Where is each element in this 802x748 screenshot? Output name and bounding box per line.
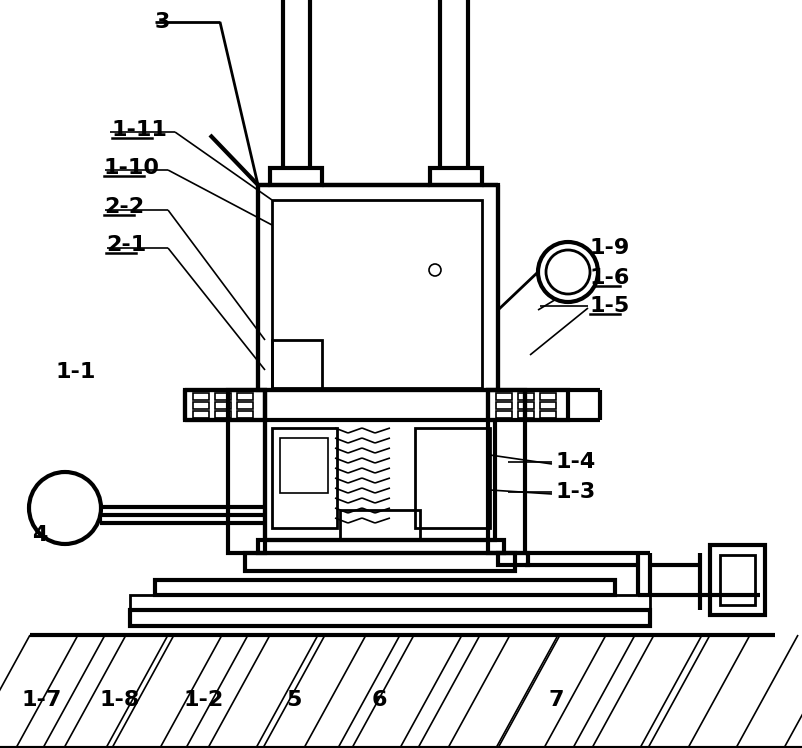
Text: 1-4: 1-4 [555, 452, 595, 472]
Text: 1-11: 1-11 [112, 120, 168, 140]
Bar [193, 393, 209, 400]
Bar [720, 555, 755, 605]
Bar [193, 411, 209, 418]
Bar [272, 428, 337, 528]
Bar [430, 168, 482, 185]
Text: 2-1: 2-1 [106, 235, 146, 255]
Bar [540, 393, 556, 400]
Circle shape [29, 472, 101, 544]
Bar [496, 393, 512, 400]
Text: 1-3: 1-3 [555, 482, 595, 502]
Bar [185, 390, 265, 420]
Text: 1-1: 1-1 [55, 362, 95, 382]
Bar [130, 595, 650, 610]
Bar [272, 200, 482, 388]
Text: 1-7: 1-7 [22, 690, 63, 710]
Text: 7: 7 [548, 690, 564, 710]
Text: 5: 5 [286, 690, 302, 710]
Bar [215, 393, 231, 400]
Bar [518, 402, 534, 409]
Bar [258, 540, 504, 553]
Bar [193, 402, 209, 409]
Bar [280, 438, 328, 493]
Bar [215, 411, 231, 418]
Circle shape [429, 264, 441, 276]
Bar [270, 168, 322, 185]
Bar [540, 411, 556, 418]
Bar [518, 393, 534, 400]
Text: 1-10: 1-10 [104, 158, 160, 178]
Bar [340, 510, 420, 540]
Bar [496, 411, 512, 418]
Bar [130, 610, 650, 626]
Bar [215, 402, 231, 409]
Bar [237, 411, 253, 418]
Text: 1-6: 1-6 [590, 268, 630, 288]
Bar [710, 545, 765, 615]
Bar [155, 580, 615, 595]
Bar [498, 553, 528, 565]
Text: 1-5: 1-5 [590, 296, 630, 316]
Text: 2-2: 2-2 [104, 197, 144, 217]
Bar [496, 402, 512, 409]
Text: 4: 4 [32, 525, 47, 545]
Text: 1-8: 1-8 [100, 690, 140, 710]
Text: 1-2: 1-2 [183, 690, 223, 710]
Bar [540, 402, 556, 409]
Bar [237, 402, 253, 409]
Text: 6: 6 [372, 690, 387, 710]
Bar [518, 411, 534, 418]
Bar [258, 185, 498, 390]
Circle shape [538, 242, 598, 302]
Bar [488, 390, 568, 420]
Text: 1-9: 1-9 [590, 238, 630, 258]
Circle shape [546, 250, 590, 294]
Bar [228, 390, 265, 553]
Bar [245, 553, 515, 571]
Bar [272, 340, 322, 390]
Bar [265, 420, 495, 540]
Bar [488, 390, 525, 553]
Bar [237, 393, 253, 400]
Bar [415, 428, 490, 528]
Text: 3: 3 [155, 12, 170, 32]
